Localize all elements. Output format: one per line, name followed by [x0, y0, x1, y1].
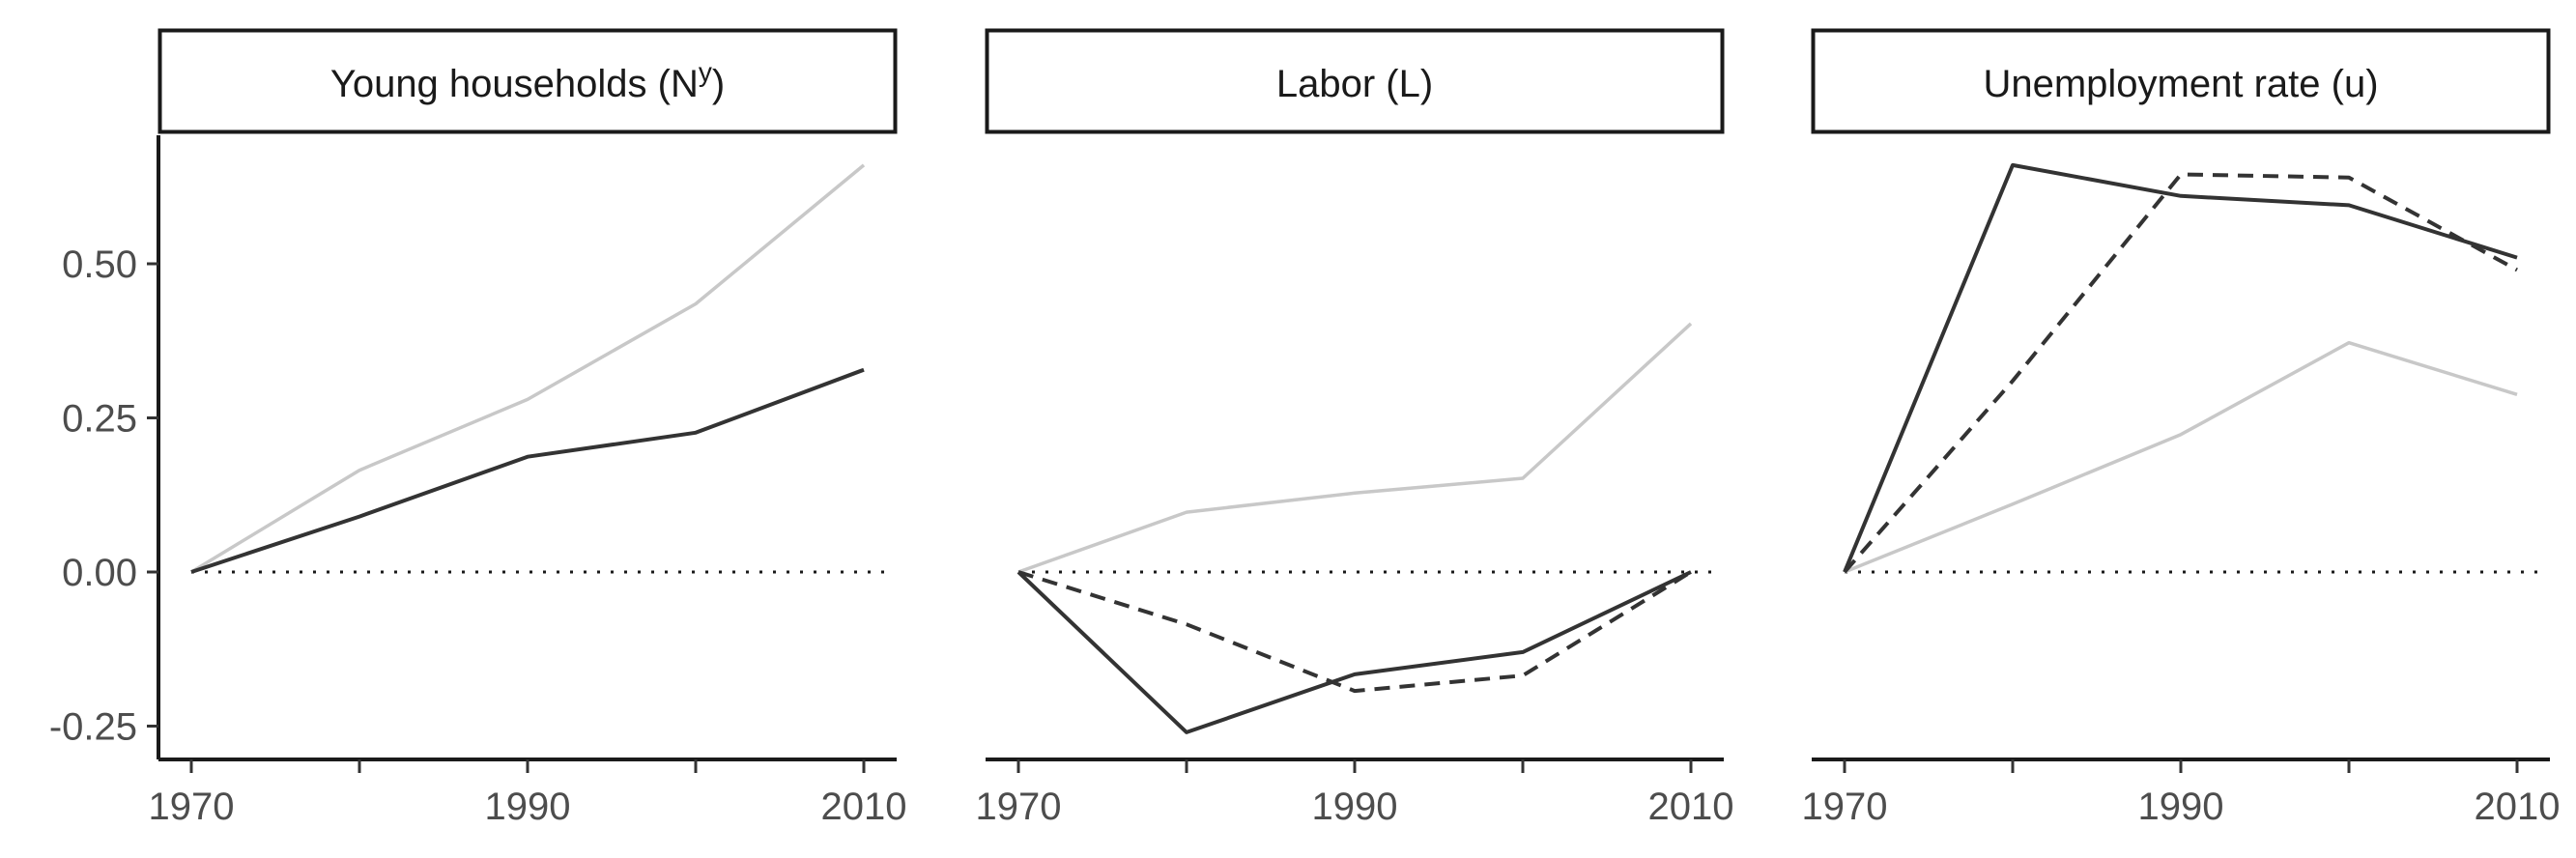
- series-line-dashed: [1843, 172, 2518, 574]
- panel-strip: [157, 28, 898, 134]
- series-line-light-solid: [1017, 322, 1693, 574]
- panel-title-text: Labor (L): [1276, 63, 1433, 105]
- panel-2: Labor (L) 1970 1990 2010: [976, 28, 1734, 828]
- x-tick-label: 1970: [976, 786, 1062, 828]
- series-line-light-solid: [1844, 340, 2518, 574]
- panel-title: Unemployment rate (u): [1983, 63, 2378, 105]
- x-tick-label: 1990: [1312, 786, 1398, 828]
- panel-strip: [985, 28, 1725, 134]
- panel-title: Labor (L): [1276, 63, 1433, 105]
- series-line-light-solid: [190, 163, 866, 574]
- x-tick-label: 1990: [2138, 786, 2224, 828]
- panel-title-sup: y: [699, 57, 712, 87]
- panel-title-end: ): [712, 63, 725, 105]
- series-line-dark-solid: [1016, 570, 1692, 734]
- panel-strip: [1811, 28, 2551, 134]
- x-tick-label: 1970: [1802, 786, 1888, 828]
- x-tick-label: 1970: [149, 786, 235, 828]
- x-tick-label: 1990: [485, 786, 571, 828]
- series-line-dark-solid: [1843, 162, 2518, 573]
- x-tick-label: 2010: [2475, 786, 2561, 828]
- x-tick-label: 2010: [821, 786, 907, 828]
- y-tick-label: 0.00: [62, 552, 137, 594]
- panel-title-text: Young households (N: [330, 63, 699, 105]
- panel-1: Young households (Ny) -0.25 0.00 0.25 0.50 19…: [49, 28, 907, 828]
- series-line-dashed: [1017, 570, 1693, 694]
- panel-title-text: Unemployment rate (u): [1983, 63, 2378, 105]
- x-tick-label: 2010: [1648, 786, 1734, 828]
- y-tick-label: -0.25: [49, 706, 137, 749]
- panel-3: Unemployment rate (u) 1970 1990 2010: [1802, 28, 2561, 828]
- y-tick-label: 0.25: [62, 398, 137, 441]
- series-line-dark-solid: [190, 367, 865, 574]
- y-tick-label: 0.50: [62, 243, 137, 286]
- panel-title: Young households (Ny): [330, 57, 725, 105]
